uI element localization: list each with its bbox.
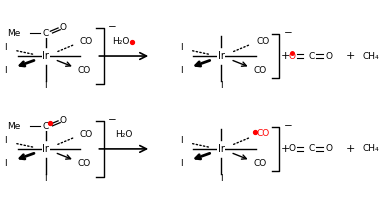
Text: C: C — [42, 29, 49, 38]
Text: CO: CO — [80, 37, 93, 46]
Text: I: I — [220, 81, 223, 90]
Text: O: O — [60, 23, 67, 32]
Text: Ir: Ir — [218, 51, 225, 61]
Text: O: O — [288, 52, 295, 60]
Text: O: O — [60, 116, 67, 125]
Text: I: I — [5, 159, 7, 168]
Text: I: I — [44, 174, 47, 183]
Text: CH₄: CH₄ — [363, 144, 379, 153]
Text: Ir: Ir — [42, 144, 49, 154]
Text: Me: Me — [7, 29, 21, 38]
Text: +: + — [281, 144, 290, 154]
Text: I: I — [180, 159, 183, 168]
Text: H₂O: H₂O — [112, 37, 129, 46]
Text: CO: CO — [257, 129, 270, 138]
Text: CO: CO — [254, 159, 267, 168]
Text: +: + — [281, 51, 290, 61]
Text: −: − — [284, 28, 292, 38]
Text: C: C — [308, 144, 314, 153]
Text: I: I — [220, 174, 223, 183]
Text: O: O — [325, 52, 332, 60]
Text: CO: CO — [80, 130, 93, 139]
Text: I: I — [5, 43, 7, 52]
Text: H₂O: H₂O — [115, 130, 132, 139]
Text: I: I — [5, 66, 7, 75]
Text: I: I — [180, 43, 183, 52]
Text: O: O — [325, 144, 332, 153]
Text: I: I — [180, 136, 183, 145]
Text: Me: Me — [7, 122, 21, 131]
Text: Ir: Ir — [218, 144, 225, 154]
Text: O: O — [288, 144, 295, 153]
Text: CO: CO — [78, 66, 91, 75]
Text: I: I — [44, 81, 47, 90]
Text: +: + — [346, 144, 355, 154]
Text: CO: CO — [257, 37, 270, 46]
Text: −: − — [284, 121, 292, 131]
Text: I: I — [180, 66, 183, 75]
Text: +: + — [346, 51, 355, 61]
Text: −: − — [108, 22, 117, 32]
Text: Ir: Ir — [42, 51, 49, 61]
Text: I: I — [5, 136, 7, 145]
Text: C: C — [42, 122, 49, 131]
Text: CH₄: CH₄ — [363, 52, 379, 60]
Text: CO: CO — [78, 159, 91, 168]
Text: −: − — [108, 115, 117, 125]
Text: C: C — [308, 52, 314, 60]
Text: CO: CO — [254, 66, 267, 75]
